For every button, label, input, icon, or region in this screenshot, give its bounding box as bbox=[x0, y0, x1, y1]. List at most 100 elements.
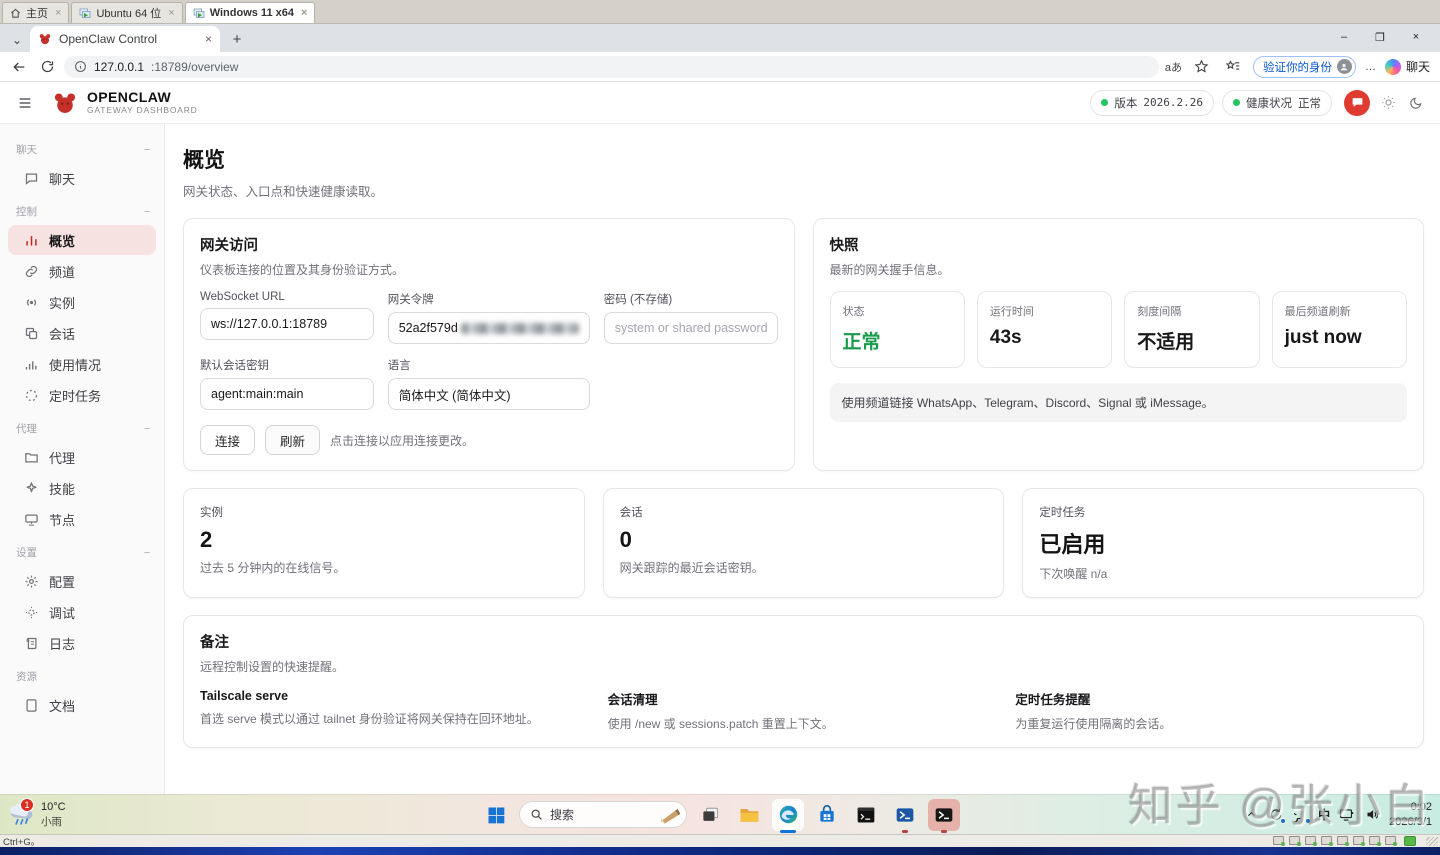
vmware-hint-text: Ctrl+G。 bbox=[3, 837, 41, 848]
cast-display-icon[interactable] bbox=[1339, 807, 1355, 823]
tray-app-icon-1[interactable] bbox=[1268, 807, 1287, 824]
file-explorer-button[interactable] bbox=[733, 799, 765, 831]
sidebar-item-docs[interactable]: 文档 bbox=[8, 690, 156, 720]
light-theme-sun-icon[interactable] bbox=[1378, 93, 1398, 113]
close-icon[interactable]: × bbox=[300, 6, 308, 19]
section-collapse-icon[interactable]: − bbox=[143, 546, 150, 559]
collections-icon[interactable] bbox=[1222, 56, 1244, 78]
device-icon[interactable] bbox=[1289, 836, 1301, 846]
websocket-url-input[interactable] bbox=[200, 308, 374, 340]
favorite-star-icon[interactable] bbox=[1191, 56, 1213, 78]
chevron-up-icon[interactable] bbox=[1243, 807, 1259, 823]
scroll-icon bbox=[24, 636, 39, 651]
brand-name: OPENCLAW bbox=[87, 89, 172, 106]
vm-message-chip[interactable] bbox=[1404, 836, 1416, 846]
status-dot bbox=[1101, 99, 1109, 106]
identity-pill[interactable]: 验证你的身份 bbox=[1252, 55, 1356, 78]
start-button[interactable] bbox=[480, 799, 512, 831]
tab-search-chevron-icon[interactable]: ⌄ bbox=[11, 33, 23, 47]
sidebar-item-sessions[interactable]: 会话 bbox=[8, 318, 156, 348]
bar-chart-icon bbox=[24, 233, 39, 248]
translate-icon[interactable]: aあ bbox=[1164, 61, 1182, 74]
vm-tab-label: Windows 11 x64 bbox=[209, 7, 294, 19]
device-icon[interactable] bbox=[1353, 836, 1365, 846]
chat-bubble-button[interactable] bbox=[1344, 89, 1370, 116]
search-icon bbox=[530, 808, 543, 821]
browser-tab-openclaw[interactable]: OpenClaw Control × bbox=[30, 26, 220, 52]
weather-widget[interactable]: 1 10°C 小雨 bbox=[8, 795, 66, 834]
resize-grip[interactable] bbox=[1426, 837, 1438, 846]
session-key-input[interactable] bbox=[200, 378, 374, 410]
refresh-icon[interactable] bbox=[36, 56, 58, 78]
gateway-token-input[interactable]: 52a2f579d bbox=[387, 312, 590, 344]
vm-tab-ubuntu[interactable]: Ubuntu 64 位 × bbox=[71, 2, 183, 23]
copilot-icon bbox=[1384, 58, 1401, 75]
close-icon[interactable]: × bbox=[55, 6, 62, 19]
volume-icon[interactable] bbox=[1364, 807, 1380, 823]
sidebar-item-nodes[interactable]: 节点 bbox=[8, 504, 156, 534]
section-collapse-icon[interactable]: − bbox=[143, 422, 150, 435]
tick-interval-value: 不适用 bbox=[1137, 332, 1195, 353]
sidebar-item-usage[interactable]: 使用情况 bbox=[8, 349, 156, 379]
minimize-icon[interactable]: – bbox=[1340, 31, 1348, 43]
vm-device-icons[interactable] bbox=[1273, 836, 1397, 846]
restore-icon[interactable]: ❐ bbox=[1375, 31, 1385, 44]
sidebar-item-agents[interactable]: 代理 bbox=[8, 442, 156, 472]
search-daily-image[interactable] bbox=[658, 805, 682, 825]
taskbar-search[interactable]: 搜索 bbox=[519, 801, 687, 828]
refresh-button[interactable]: 刷新 bbox=[265, 425, 321, 455]
vm-tab-home[interactable]: 主页 × bbox=[2, 2, 70, 23]
note-session-cleanup: 会话清理 使用 /new 或 sessions.patch 重置上下文。 bbox=[607, 693, 834, 731]
header-right: 版本 2026.2.26 健康状况 正常 bbox=[1090, 89, 1426, 116]
taskbar-clock[interactable]: 0:02 2026/3/1 bbox=[1389, 800, 1435, 829]
task-view-button[interactable] bbox=[694, 799, 726, 831]
device-icon[interactable] bbox=[1273, 836, 1285, 846]
powershell-button[interactable] bbox=[889, 799, 921, 833]
sidebar-item-skills[interactable]: 技能 bbox=[8, 473, 156, 503]
vm-tab-windows11[interactable]: Windows 11 x64 × bbox=[184, 2, 316, 23]
device-icon[interactable] bbox=[1321, 836, 1333, 846]
password-input[interactable] bbox=[603, 312, 778, 344]
card-title: 网关访问 bbox=[200, 238, 258, 254]
back-icon[interactable] bbox=[8, 56, 30, 78]
vm-screen-icon bbox=[79, 8, 91, 19]
device-icon[interactable] bbox=[1305, 836, 1317, 846]
section-collapse-icon[interactable]: − bbox=[143, 143, 150, 156]
sidebar-item-overview[interactable]: 概览 bbox=[8, 225, 156, 255]
site-info-icon[interactable] bbox=[74, 60, 87, 73]
device-icon[interactable] bbox=[1337, 836, 1349, 846]
hamburger-menu-icon[interactable] bbox=[12, 90, 38, 116]
device-icon[interactable] bbox=[1369, 836, 1381, 846]
cmd-window-button[interactable] bbox=[850, 799, 882, 831]
menu-ellipsis-icon[interactable]: … bbox=[1364, 60, 1376, 73]
new-tab-button[interactable]: + bbox=[232, 30, 242, 48]
dark-theme-moon-icon[interactable] bbox=[1406, 93, 1426, 113]
url-path: :18789/overview bbox=[151, 59, 239, 74]
close-icon[interactable]: × bbox=[1412, 31, 1420, 43]
sidebar-item-chat[interactable]: 聊天 bbox=[8, 163, 156, 193]
ime-indicator[interactable]: 中 bbox=[1318, 808, 1331, 822]
sidebar-item-debug[interactable]: 调试 bbox=[8, 597, 156, 627]
tray-app-icon-2[interactable] bbox=[1293, 807, 1312, 824]
copilot-button[interactable]: 聊天 bbox=[1384, 58, 1430, 75]
close-icon[interactable]: × bbox=[168, 6, 175, 19]
openclaw-logo-icon bbox=[52, 90, 78, 116]
sidebar-item-instances[interactable]: 实例 bbox=[8, 287, 156, 317]
sidebar-item-cron[interactable]: 定时任务 bbox=[8, 380, 156, 410]
sidebar-item-logs[interactable]: 日志 bbox=[8, 628, 156, 658]
section-collapse-icon[interactable]: − bbox=[143, 205, 150, 218]
sidebar-item-channels[interactable]: 频道 bbox=[8, 256, 156, 286]
device-icon[interactable] bbox=[1385, 836, 1397, 846]
microsoft-store-button[interactable] bbox=[811, 799, 843, 831]
close-icon[interactable]: × bbox=[204, 32, 212, 46]
cron-status: 已启用 bbox=[1039, 532, 1106, 557]
windows-taskbar: 1 10°C 小雨 搜索 bbox=[0, 794, 1440, 834]
language-select[interactable] bbox=[387, 378, 590, 410]
terminal-attention-button[interactable] bbox=[928, 798, 960, 833]
connect-button[interactable]: 连接 bbox=[200, 425, 256, 455]
edge-browser-button[interactable] bbox=[772, 798, 804, 833]
address-bar[interactable]: 127.0.0.1:18789/overview bbox=[64, 55, 1159, 78]
notes-card: 备注 远程控制设置的快速提醒。 Tailscale serve 首选 serve… bbox=[183, 615, 1424, 748]
copilot-label: 聊天 bbox=[1405, 60, 1430, 74]
sidebar-item-config[interactable]: 配置 bbox=[8, 566, 156, 596]
